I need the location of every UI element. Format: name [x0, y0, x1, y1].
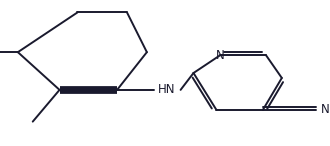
- Text: HN: HN: [158, 83, 176, 96]
- Text: N: N: [216, 49, 225, 62]
- Text: N: N: [320, 103, 329, 116]
